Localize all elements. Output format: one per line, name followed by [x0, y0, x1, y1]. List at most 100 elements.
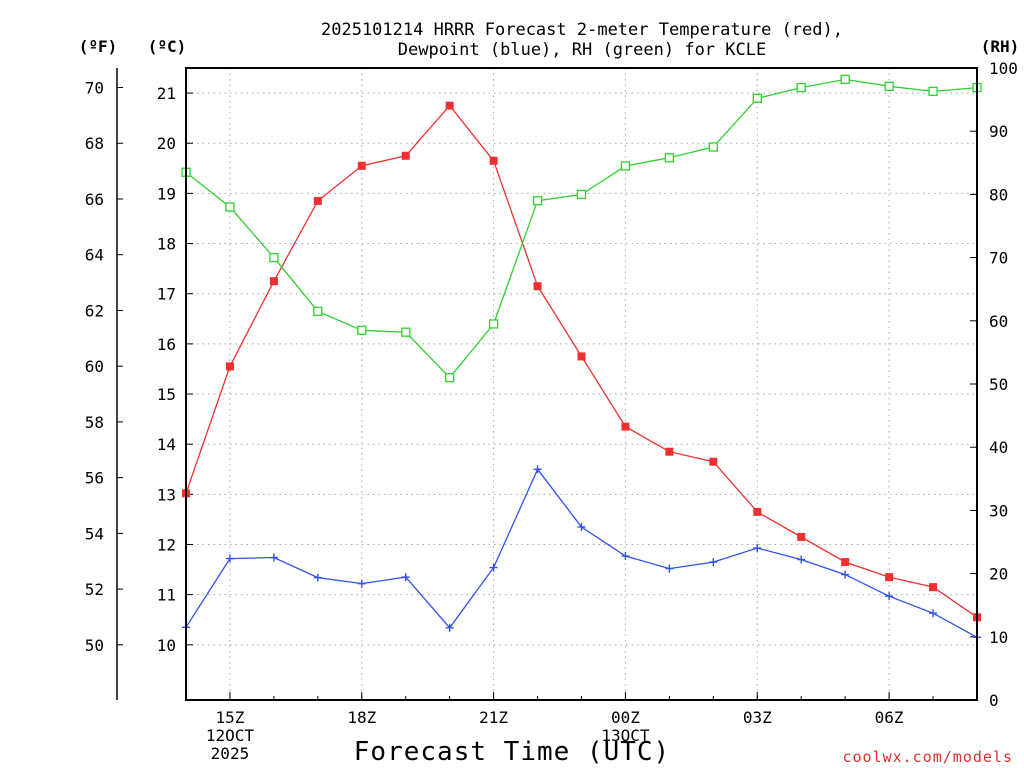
rh-point [928, 86, 938, 97]
rh-tick-label: 0 [989, 691, 999, 710]
rh-tick-label: 30 [989, 501, 1008, 520]
rh-tick-label: 100 [989, 59, 1018, 78]
axis-layer: 10 11 12 13 14 15 16 17 18 19 20 21 50 52 54 56 58 60 62 64… [85, 59, 1018, 763]
dewpoint-point [401, 573, 410, 582]
year-tick-label: 2025 [211, 744, 250, 763]
temperature-point [753, 507, 762, 516]
temperature-point [665, 447, 674, 456]
time-tick-label: 06Z [875, 708, 904, 727]
rh-point [401, 327, 411, 337]
rh-tick-label: 70 [989, 249, 1008, 268]
fahrenheit-tick-label: 68 [85, 134, 104, 153]
temperature-point [269, 277, 278, 286]
rh-tick-label: 40 [989, 438, 1008, 457]
date-tick-label: 13OCT [601, 726, 650, 745]
time-tick-label: 00Z [611, 708, 640, 727]
fahrenheit-unit-label: (ºF) [79, 37, 118, 56]
rh-point [620, 161, 631, 171]
rh-point [313, 306, 323, 316]
dewpoint-point [445, 623, 454, 632]
fahrenheit-tick-label: 56 [85, 469, 104, 488]
dewpoint-point [885, 592, 894, 601]
grid-layer [186, 68, 977, 700]
fahrenheit-tick-label: 60 [85, 357, 104, 376]
celsius-tick-label: 10 [157, 636, 176, 655]
credit-text: coolwx.com/models [842, 748, 1013, 766]
rh-tick-label: 20 [989, 565, 1008, 584]
dewpoint-point [841, 570, 850, 579]
rh-point [884, 81, 894, 91]
temperature-point [357, 161, 366, 170]
celsius-tick-label: 19 [157, 184, 176, 203]
temperature-point [489, 156, 498, 165]
fahrenheit-tick-label: 50 [85, 636, 104, 655]
rh-tick-label: 50 [989, 375, 1008, 394]
temperature-point [797, 532, 806, 541]
rh-point [225, 202, 235, 212]
dewpoint-point [269, 553, 278, 562]
time-tick-label: 21Z [479, 708, 508, 727]
rh-tick-label: 80 [989, 185, 1008, 204]
dewpoint-point [357, 579, 366, 588]
rh-point [445, 373, 455, 383]
dewpoint-point [313, 573, 322, 582]
celsius-tick-label: 20 [157, 134, 176, 153]
rh-point [488, 319, 499, 329]
rh-point [532, 196, 543, 206]
temperature-point [577, 352, 586, 361]
fahrenheit-tick-label: 62 [85, 301, 104, 320]
celsius-unit-label: (ºC) [148, 37, 187, 56]
chart-title-line-1: 2025101214 HRRR Forecast 2-meter Tempera… [321, 20, 843, 40]
rh-line [185, 78, 978, 379]
plot-frame [185, 67, 978, 701]
date-tick-label: 12OCT [206, 726, 255, 745]
x-axis-title: Forecast Time (UTC) [354, 737, 670, 767]
celsius-tick-label: 12 [157, 536, 176, 555]
dewpoint-point [621, 552, 630, 561]
rh-tick-label: 10 [989, 628, 1008, 647]
dewpoint-point [929, 609, 938, 618]
rh-point [357, 325, 367, 335]
dewpoint-point [665, 564, 674, 573]
temperature-point [841, 558, 850, 567]
fahrenheit-tick-label: 64 [85, 246, 104, 265]
series-layer [181, 74, 982, 642]
dewpoint-point [577, 522, 586, 531]
rh-point [752, 93, 762, 103]
temperature-point [885, 573, 894, 582]
celsius-tick-label: 17 [157, 285, 176, 304]
temperature-point [533, 282, 542, 291]
dewpoint-point [753, 544, 762, 553]
fahrenheit-tick-label: 52 [85, 580, 104, 599]
temperature-point [709, 457, 718, 466]
celsius-tick-label: 15 [157, 385, 176, 404]
rh-point [840, 74, 850, 85]
celsius-tick-label: 13 [157, 485, 176, 504]
chart-title-line-2: Dewpoint (blue), RH (green) for KCLE [398, 40, 766, 60]
fahrenheit-tick-label: 54 [85, 524, 104, 543]
rh-point [576, 189, 587, 200]
fahrenheit-tick-label: 58 [85, 413, 104, 432]
dewpoint-point [709, 558, 718, 567]
dewpoint-point [225, 554, 234, 563]
temperature-point [445, 101, 454, 110]
fahrenheit-tick-label: 66 [85, 190, 104, 209]
rh-point [269, 252, 279, 263]
dewpoint-point [797, 555, 806, 564]
rh-point [664, 153, 675, 163]
dewpoint-point [533, 465, 542, 474]
rh-point [796, 82, 806, 93]
fahrenheit-tick-label: 70 [85, 79, 104, 98]
celsius-tick-label: 14 [157, 435, 176, 454]
celsius-tick-label: 11 [157, 586, 176, 605]
rh-point [708, 142, 718, 152]
rh-tick-label: 90 [989, 122, 1008, 141]
time-tick-label: 15Z [215, 708, 244, 727]
temperature-point [225, 362, 234, 371]
temperature-point [929, 583, 938, 592]
time-tick-label: 03Z [743, 708, 772, 727]
dewpoint-point [489, 563, 498, 572]
celsius-tick-label: 21 [157, 84, 176, 103]
time-tick-label: 18Z [347, 708, 376, 727]
